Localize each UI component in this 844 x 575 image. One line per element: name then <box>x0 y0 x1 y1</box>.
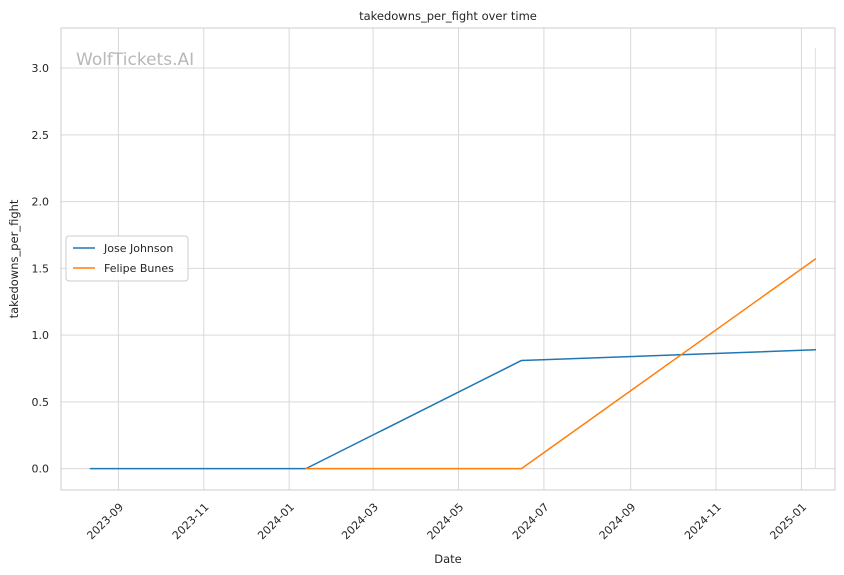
y-tick-label: 1.5 <box>32 262 50 275</box>
legend: Jose Johnson Felipe Bunes <box>65 235 189 282</box>
legend-label: Felipe Bunes <box>104 262 174 275</box>
y-tick-label: 3.0 <box>32 62 50 75</box>
y-tick-label: 1.0 <box>32 329 50 342</box>
y-tick-label: 0.0 <box>32 463 50 476</box>
legend-box <box>65 235 189 282</box>
y-tick-label: 0.5 <box>32 396 50 409</box>
series-line-1 <box>305 258 817 470</box>
series-layer <box>89 258 817 470</box>
y-tick-label: 2.5 <box>32 129 50 142</box>
y-axis-title: takedowns_per_fight <box>7 199 21 318</box>
grid <box>61 28 835 490</box>
legend-label: Jose Johnson <box>103 242 173 255</box>
x-axis-title: Date <box>434 552 462 566</box>
y-tick-label: 2.0 <box>32 196 50 209</box>
plot-frame <box>60 27 836 491</box>
watermark: WolfTickets.AI <box>76 50 194 70</box>
series-line-0 <box>89 349 817 470</box>
y-axis-ticks: 0.0 0.5 1.0 1.5 2.0 2.5 3.0 <box>32 62 50 476</box>
chart-title: takedowns_per_fight over time <box>359 9 537 23</box>
